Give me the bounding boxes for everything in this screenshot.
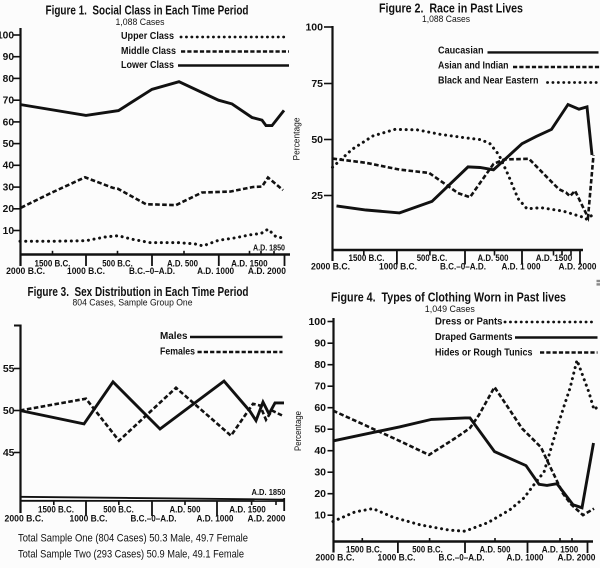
svg-text:A.D. 2000: A.D. 2000 (558, 553, 596, 563)
svg-text:Males: Males (160, 331, 188, 342)
svg-text:Middle Class: Middle Class (121, 46, 176, 57)
svg-text:30: 30 (3, 183, 15, 194)
svg-text:A.D. 2000: A.D. 2000 (248, 513, 286, 523)
svg-text:10: 10 (3, 226, 15, 237)
svg-text:Figure 4. Types of Clothing W: Figure 4. Types of Clothing Worn in Past… (331, 291, 566, 305)
svg-text:500 B.C.: 500 B.C. (102, 259, 133, 269)
svg-text:Total Sample Two (293 Cases) 5: Total Sample Two (293 Cases) 50.9 Male, … (18, 549, 244, 561)
svg-text:A.D. 1850: A.D. 1850 (253, 242, 285, 252)
svg-text:B.C.–0–A.D.: B.C.–0–A.D. (439, 553, 485, 563)
svg-text:B.C.–0–A.D.: B.C.–0–A.D. (440, 262, 486, 272)
svg-text:A.D. 1500: A.D. 1500 (229, 505, 266, 515)
svg-text:2000 B.C.: 2000 B.C. (5, 513, 44, 523)
svg-text:B.C.–0–A.D.: B.C.–0–A.D. (131, 513, 177, 523)
svg-text:A.D. 500: A.D. 500 (478, 253, 509, 263)
svg-text:1500 B.C.: 1500 B.C. (38, 505, 74, 515)
svg-text:80: 80 (3, 74, 15, 85)
svg-text:60: 60 (3, 117, 15, 128)
svg-text:B.C.–0–A.D.: B.C.–0–A.D. (129, 266, 175, 276)
svg-text:Figure 2. Race in Past Lives: Figure 2. Race in Past Lives (379, 2, 523, 16)
svg-text:50: 50 (3, 139, 15, 150)
svg-text:804 Cases, Sample Group One: 804 Cases, Sample Group One (73, 298, 193, 309)
svg-text:1000 B.C.: 1000 B.C. (70, 513, 108, 523)
svg-text:A.D. 1500: A.D. 1500 (542, 545, 579, 555)
svg-text:500 B.C.: 500 B.C. (417, 253, 448, 263)
svg-text:1500 B.C.: 1500 B.C. (349, 253, 385, 263)
svg-text:60: 60 (314, 402, 326, 414)
svg-text:Asian and Indian: Asian and Indian (438, 60, 509, 71)
svg-text:500 B.C.: 500 B.C. (103, 505, 134, 515)
svg-text:A.D. 500: A.D. 500 (167, 259, 198, 269)
svg-text:Caucasian: Caucasian (438, 46, 484, 57)
svg-text:1000 B.C.: 1000 B.C. (379, 262, 417, 272)
svg-text:70: 70 (314, 381, 326, 393)
svg-text:Dress or Pants: Dress or Pants (435, 317, 503, 328)
svg-text:1500 B.C.: 1500 B.C. (346, 545, 382, 555)
svg-text:10: 10 (314, 510, 326, 522)
svg-text:1500 B.C.: 1500 B.C. (35, 259, 71, 269)
svg-text:Black and Near Eastern: Black and Near Eastern (438, 76, 539, 87)
svg-text:Draped Garments: Draped Garments (435, 332, 513, 343)
svg-text:100: 100 (305, 21, 323, 33)
svg-text:1,049 Cases: 1,049 Cases (425, 304, 475, 315)
svg-text:Figure 1. Social Class in Eac: Figure 1. Social Class in Each Time Peri… (46, 4, 249, 18)
svg-text:A.D. 2000: A.D. 2000 (248, 266, 286, 276)
svg-text:A.D. 1000: A.D. 1000 (507, 553, 544, 563)
svg-text:2000 B.C.: 2000 B.C. (311, 262, 350, 272)
svg-text:2000 B.C.: 2000 B.C. (6, 266, 45, 276)
svg-text:100: 100 (0, 30, 14, 41)
svg-text:A.D. 1000: A.D. 1000 (197, 266, 234, 276)
svg-text:1,088 Cases: 1,088 Cases (422, 14, 470, 25)
svg-text:45: 45 (3, 447, 15, 459)
svg-text:A.D. 1850: A.D. 1850 (252, 487, 286, 497)
svg-text:50: 50 (3, 405, 15, 417)
svg-text:A.D. 2000: A.D. 2000 (559, 262, 597, 272)
svg-text:Hides or Rough Tunics: Hides or Rough Tunics (435, 348, 533, 359)
svg-text:1,088 Cases: 1,088 Cases (116, 17, 165, 28)
svg-text:Females: Females (160, 347, 195, 358)
svg-text:50: 50 (314, 424, 326, 436)
svg-text:Total Sample One (804 Cases) 5: Total Sample One (804 Cases) 50.3 Male, … (18, 533, 248, 545)
svg-text:55: 55 (3, 363, 15, 375)
svg-text:90: 90 (3, 52, 15, 63)
svg-text:2000 B.C.: 2000 B.C. (316, 553, 355, 563)
svg-text:A.D. 1500: A.D. 1500 (231, 259, 268, 269)
svg-text:20: 20 (314, 488, 326, 500)
svg-text:Figure 3. Sex Distribution in: Figure 3. Sex Distribution in Each Time … (28, 285, 249, 299)
svg-text:30: 30 (314, 467, 326, 479)
svg-text:40: 40 (314, 445, 326, 457)
svg-text:Percentage: Percentage (293, 411, 304, 451)
svg-text:1000 B.C.: 1000 B.C. (378, 553, 416, 563)
svg-text:50: 50 (311, 134, 323, 146)
svg-text:A.D. 1 000: A.D. 1 000 (502, 262, 541, 272)
svg-text:A.D. 1000: A.D. 1000 (197, 513, 234, 523)
svg-text:1000 B.C.: 1000 B.C. (67, 266, 105, 276)
svg-text:A.D. 1500: A.D. 1500 (536, 253, 573, 263)
svg-text:75: 75 (311, 78, 323, 90)
svg-text:A.D. 500: A.D. 500 (170, 505, 201, 515)
svg-text:A.D. 500: A.D. 500 (480, 545, 511, 555)
svg-text:25: 25 (311, 190, 323, 202)
svg-text:20: 20 (3, 204, 15, 215)
svg-text:80: 80 (314, 359, 326, 371)
svg-text:Lower Class: Lower Class (121, 60, 174, 71)
svg-text:Percentage: Percentage (291, 118, 302, 161)
svg-text:100: 100 (308, 316, 326, 328)
svg-text:40: 40 (3, 161, 15, 172)
svg-text:500 B.C.: 500 B.C. (412, 545, 443, 555)
svg-text:90: 90 (314, 338, 326, 350)
svg-text:70: 70 (3, 96, 15, 107)
svg-text:Upper Class: Upper Class (121, 31, 174, 42)
